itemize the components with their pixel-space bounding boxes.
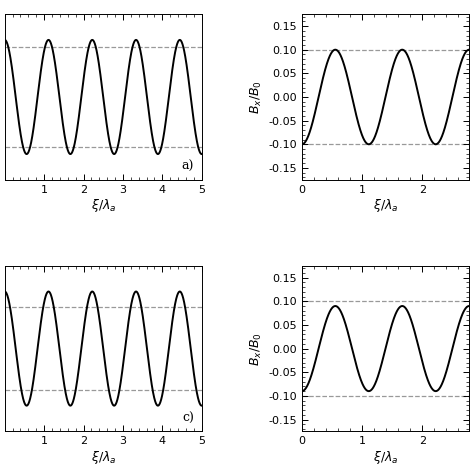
X-axis label: $\xi/\lambda_a$: $\xi/\lambda_a$	[373, 197, 398, 214]
Text: a): a)	[182, 160, 194, 173]
Text: c): c)	[182, 412, 194, 425]
Y-axis label: $B_x/B_0$: $B_x/B_0$	[249, 80, 264, 114]
X-axis label: $\xi/\lambda_a$: $\xi/\lambda_a$	[373, 449, 398, 466]
X-axis label: $\xi/\lambda_a$: $\xi/\lambda_a$	[91, 449, 116, 466]
Y-axis label: $B_x/B_0$: $B_x/B_0$	[249, 332, 264, 365]
X-axis label: $\xi/\lambda_a$: $\xi/\lambda_a$	[91, 197, 116, 214]
